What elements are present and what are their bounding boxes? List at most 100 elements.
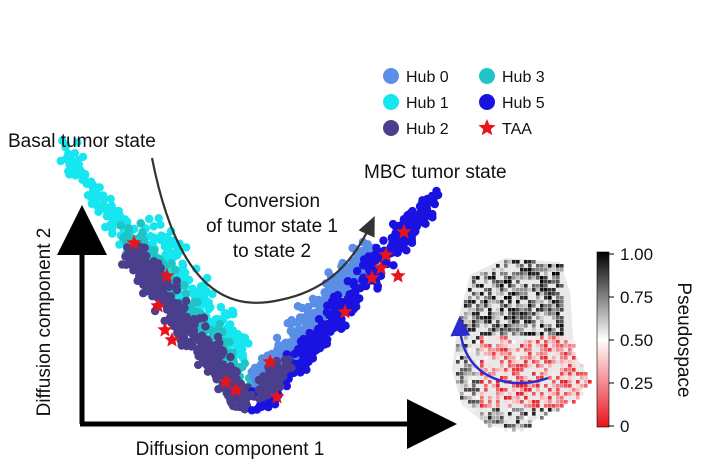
tissue-spot <box>564 352 568 356</box>
tissue-spot <box>520 288 524 292</box>
tissue-spot <box>544 272 548 276</box>
tissue-spot <box>504 328 508 332</box>
tissue-spot <box>488 292 492 296</box>
scatter-point <box>393 248 402 257</box>
tissue-spot <box>548 376 552 380</box>
tissue-spot <box>472 360 476 364</box>
scatter-point <box>265 376 275 385</box>
scatter-point <box>402 246 411 255</box>
tissue-spot <box>548 312 552 316</box>
tissue-spot <box>488 296 492 300</box>
tissue-spot <box>556 376 560 380</box>
spatial-pseudospace-map <box>450 258 592 432</box>
tissue-spot <box>520 292 524 296</box>
tissue-spot <box>500 308 504 312</box>
tissue-spot <box>484 388 488 392</box>
tissue-spot <box>480 308 484 312</box>
tissue-spot <box>548 308 552 312</box>
scatter-point <box>216 302 226 312</box>
tissue-spot <box>516 304 520 308</box>
scatter-point <box>171 265 180 274</box>
tissue-spot <box>492 296 496 300</box>
tissue-spot <box>488 332 492 336</box>
tissue-spot <box>528 396 532 400</box>
scatter-point <box>145 214 154 224</box>
tissue-spot <box>464 356 468 360</box>
tissue-spot <box>504 280 508 284</box>
tissue-spot <box>552 328 556 332</box>
tissue-spot <box>532 340 536 344</box>
tissue-spot <box>512 328 516 332</box>
tissue-spot <box>536 412 540 416</box>
tissue-spot <box>544 372 548 376</box>
scatter-point <box>204 298 213 307</box>
tissue-spot <box>528 312 532 316</box>
tissue-spot <box>556 316 560 320</box>
tissue-spot <box>544 348 548 352</box>
tissue-spot <box>496 280 500 284</box>
tissue-spot <box>484 300 488 304</box>
tissue-spot <box>524 268 528 272</box>
tissue-spot <box>492 280 496 284</box>
tissue-spot <box>468 392 472 396</box>
tissue-spot <box>508 364 512 368</box>
tissue-spot <box>560 336 564 340</box>
tissue-spot <box>512 368 516 372</box>
tissue-spot <box>480 336 484 340</box>
scatter-point <box>238 362 247 372</box>
tissue-spot <box>552 264 556 268</box>
tissue-spot <box>580 364 584 368</box>
tissue-spot <box>496 292 500 296</box>
tissue-spot <box>480 348 484 352</box>
taa-star <box>373 260 389 275</box>
tissue-spot <box>540 408 544 412</box>
taa-star <box>218 374 234 389</box>
tissue-spot <box>520 316 524 320</box>
tissue-spot <box>512 316 516 320</box>
tissue-spot <box>564 340 568 344</box>
tissue-spot <box>512 284 516 288</box>
scatter-point <box>283 342 292 352</box>
tissue-spot <box>500 268 504 272</box>
tissue-spot <box>516 396 520 400</box>
tissue-spot <box>472 384 476 388</box>
tissue-spot <box>476 292 480 296</box>
tissue-spot <box>480 368 484 372</box>
tissue-spot <box>556 284 560 288</box>
tissue-spot <box>536 284 540 288</box>
tissue-spot <box>516 408 520 412</box>
tissue-spot <box>524 364 528 368</box>
tissue-spot <box>492 300 496 304</box>
tissue-spot <box>524 404 528 408</box>
tissue-spot <box>580 376 584 380</box>
tissue-spot <box>500 336 504 340</box>
tissue-spot <box>464 336 468 340</box>
tissue-spot <box>516 324 520 328</box>
tissue-spot <box>556 280 560 284</box>
scatter-point <box>333 291 343 300</box>
tissue-spot <box>512 364 516 368</box>
tissue-spot <box>536 340 540 344</box>
scatter-point <box>88 180 97 189</box>
tissue-spot <box>468 364 472 368</box>
tissue-spot <box>572 340 576 344</box>
scatter-point <box>433 190 443 200</box>
tissue-spot <box>536 404 540 408</box>
tissue-spot <box>548 328 552 332</box>
tissue-spot <box>584 380 588 384</box>
tissue-spot <box>520 268 524 272</box>
scatter-point <box>167 259 176 268</box>
tissue-spot <box>532 404 536 408</box>
tissue-spot <box>548 324 552 328</box>
scatter-point <box>65 170 74 179</box>
tissue-spot <box>496 288 500 292</box>
tissue-spot <box>524 352 528 356</box>
scatter-point <box>136 276 145 285</box>
tissue-spot <box>460 372 464 376</box>
tissue-spot <box>516 352 520 356</box>
tissue-spot <box>504 276 508 280</box>
tissue-spot <box>468 300 472 304</box>
tissue-spot <box>476 296 480 300</box>
colorbar: 1.00 0.75 0.50 0.25 0 Pseudospace <box>596 245 694 436</box>
tissue-spot <box>472 308 476 312</box>
